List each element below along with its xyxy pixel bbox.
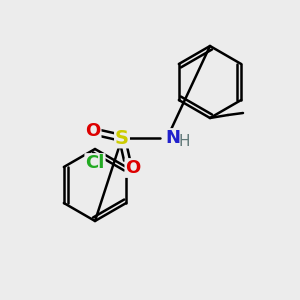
Text: H: H <box>178 134 190 148</box>
Text: S: S <box>115 128 129 148</box>
Text: O: O <box>125 159 141 177</box>
Text: N: N <box>165 129 180 147</box>
Text: Cl: Cl <box>85 154 105 172</box>
Text: O: O <box>85 122 100 140</box>
